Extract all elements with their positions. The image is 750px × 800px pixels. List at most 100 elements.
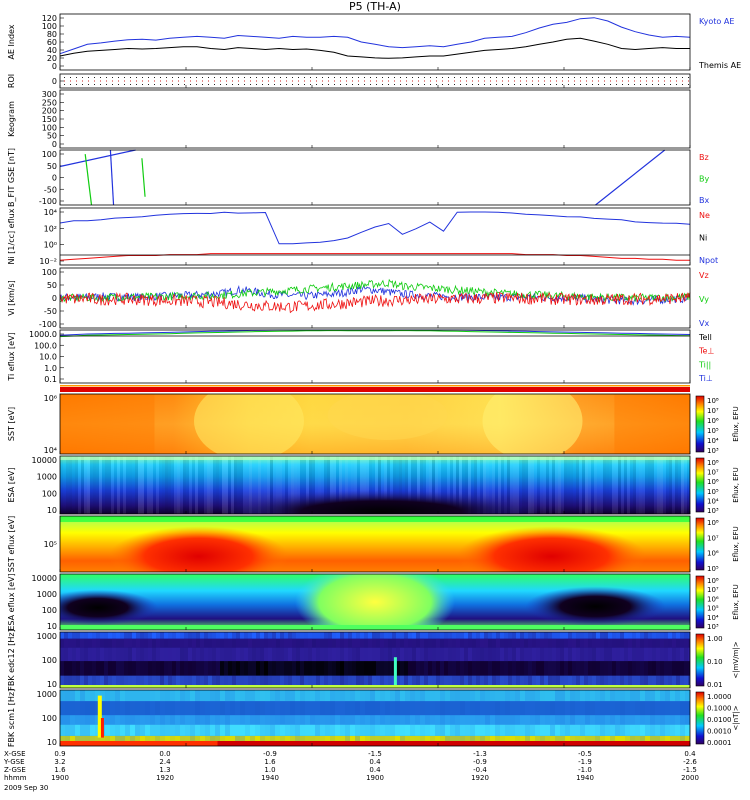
- legend-entry: Ti||: [698, 360, 711, 369]
- panel-frame: [59, 689, 691, 747]
- panel-frame: [59, 393, 691, 455]
- colorbar: [695, 633, 705, 687]
- x-tick-value: -0.9: [263, 750, 277, 758]
- y-tick-label: -50: [44, 185, 57, 194]
- y-tick-label: 10: [47, 622, 57, 631]
- y-axis-label: FBK edc12 [Hz]: [7, 629, 16, 690]
- panel-frame: [59, 73, 691, 89]
- y-tick-label: 0: [52, 62, 57, 71]
- panel-frame: [59, 207, 691, 266]
- series-line: [59, 17, 691, 55]
- legend-entry: Vz: [699, 271, 709, 280]
- panel-bfit: B_FIT GSE [nT] 100 50 0 -50 -100 Bz By Bx: [7, 148, 709, 207]
- x-tick-value: 0.4: [369, 758, 381, 766]
- colorbar-tick-label: 1.00: [707, 635, 723, 643]
- y-tick-label: 100: [42, 150, 57, 159]
- x-tick-value: -1.5: [683, 766, 697, 774]
- colorbar-tick-label: 10⁷: [707, 469, 719, 477]
- colorbar-tick-label: 10⁸: [707, 519, 719, 527]
- colorbar: [695, 395, 705, 453]
- series-line: [59, 329, 691, 338]
- panel-frame: [59, 515, 691, 573]
- colorbar-tick-label: 10⁵: [707, 605, 719, 613]
- y-tick-label: 1000.0: [29, 330, 57, 339]
- series-line: [59, 37, 690, 59]
- x-tick-value: 2.4: [159, 758, 171, 766]
- y-axis-label: ROI: [7, 74, 16, 88]
- colorbar-tick-label: 10⁴: [707, 614, 719, 622]
- y-tick-label: 300: [42, 90, 57, 99]
- series-line: [59, 291, 691, 314]
- y-tick-label: 0: [52, 140, 57, 149]
- x-tick-value: 1900: [366, 774, 384, 782]
- legend-entry: Ti⊥: [698, 374, 713, 383]
- y-tick-label: 1000: [37, 690, 57, 699]
- panel-frame: [59, 631, 691, 689]
- legend-entry: Bx: [699, 196, 709, 205]
- y-tick-label: 1.0: [44, 364, 57, 373]
- y-axis-label: SST [eV]: [7, 407, 16, 441]
- colorbar-title: Eflux, EFU: [732, 467, 740, 502]
- colorbar-tick-label: 10⁷: [707, 534, 719, 542]
- y-tick-label: 50: [47, 281, 57, 290]
- series-line: [59, 253, 690, 261]
- colorbar-tick-label: 1.0000: [707, 693, 732, 701]
- colorbar-tick-label: 10⁵: [707, 488, 719, 496]
- y-axis-label: FBK scm1 [Hz]: [7, 689, 16, 747]
- series-line: [59, 284, 691, 306]
- colorbar-tick-label: 10⁷: [707, 407, 719, 415]
- panel-vi: Vi [km/s] 100 50 0 -50 -100 Vz Vy Vx: [7, 267, 709, 329]
- y-tick-label: 100: [42, 123, 57, 132]
- x-tick-value: 1.3: [159, 766, 170, 774]
- legend-entry: Ni: [699, 234, 707, 243]
- series-line: [59, 211, 691, 245]
- x-tick-value: 1920: [471, 774, 489, 782]
- y-tick-label: 10²: [44, 224, 57, 233]
- y-tick-label: 10: [47, 680, 57, 689]
- colorbar: [695, 575, 705, 629]
- y-tick-label: 1000: [37, 632, 57, 641]
- x-axis-labels: X-GSE 0.9 0.0 -0.9 -1.5 -1.3 -0.5 0.4 Y-GSE 3.2 2.…: [3, 750, 699, 792]
- y-tick-label: 10⁴: [44, 208, 57, 217]
- panel-fbk2: FBK scm1 [Hz] 1000 100 10 1.0000 0.1000 0.0100…: [7, 689, 740, 747]
- x-tick-value: 1.6: [264, 758, 276, 766]
- legend-entry: Ne: [699, 211, 710, 220]
- legend-entry: Tell: [698, 333, 712, 342]
- colorbar-title: <|mV/m|>: [732, 641, 740, 678]
- colorbar-tick-label: 10⁷: [707, 586, 719, 594]
- y-tick-label: 20: [47, 54, 57, 63]
- y-tick-label: 100: [42, 268, 57, 277]
- colorbar-tick-label: 10³: [707, 507, 719, 515]
- y-tick-label: 10⁻²: [39, 257, 57, 266]
- date-label: 2009 Sep 30: [4, 784, 48, 792]
- y-tick-label: 100: [42, 489, 57, 498]
- y-axis-label: B_FIT GSE [nT]: [7, 148, 16, 207]
- colorbar-tick-label: 10⁸: [707, 577, 719, 585]
- y-tick-label: 250: [42, 98, 57, 107]
- y-tick-label: 0: [52, 294, 57, 303]
- x-tick-value: 0.4: [684, 750, 696, 758]
- y-axis-label: Ni [1/cc] eflux: [7, 208, 16, 264]
- x-tick-value: -0.5: [578, 750, 592, 758]
- colorbar-tick-label: 10⁴: [707, 497, 719, 505]
- y-tick-label: 10: [47, 506, 57, 515]
- y-tick-label: 60: [47, 38, 57, 47]
- y-axis-label: Keogram: [7, 101, 16, 137]
- y-tick-label: 0: [52, 174, 57, 183]
- field-segment: [109, 149, 115, 206]
- plot-title: P5 (TH-A): [349, 0, 401, 13]
- colorbar-tick-label: 10⁶: [707, 478, 719, 486]
- y-tick-label: 100: [42, 656, 57, 665]
- panel-sst1: SST [eV] 10⁶ 10⁴ 10⁸ 10⁷ 10⁶ 10⁵ 10⁴ 10³ Eflux, E…: [7, 393, 740, 455]
- y-tick-label: 0.1: [44, 375, 57, 384]
- x-tick-value: -1.9: [578, 758, 592, 766]
- field-segment: [84, 154, 93, 206]
- y-tick-label: 1000: [37, 473, 57, 482]
- legend-entry: Bz: [699, 153, 709, 162]
- y-tick-label: -50: [44, 307, 57, 316]
- y-tick-label: 1000: [37, 590, 57, 599]
- colorbar-title: Eflux, EFU: [732, 584, 740, 619]
